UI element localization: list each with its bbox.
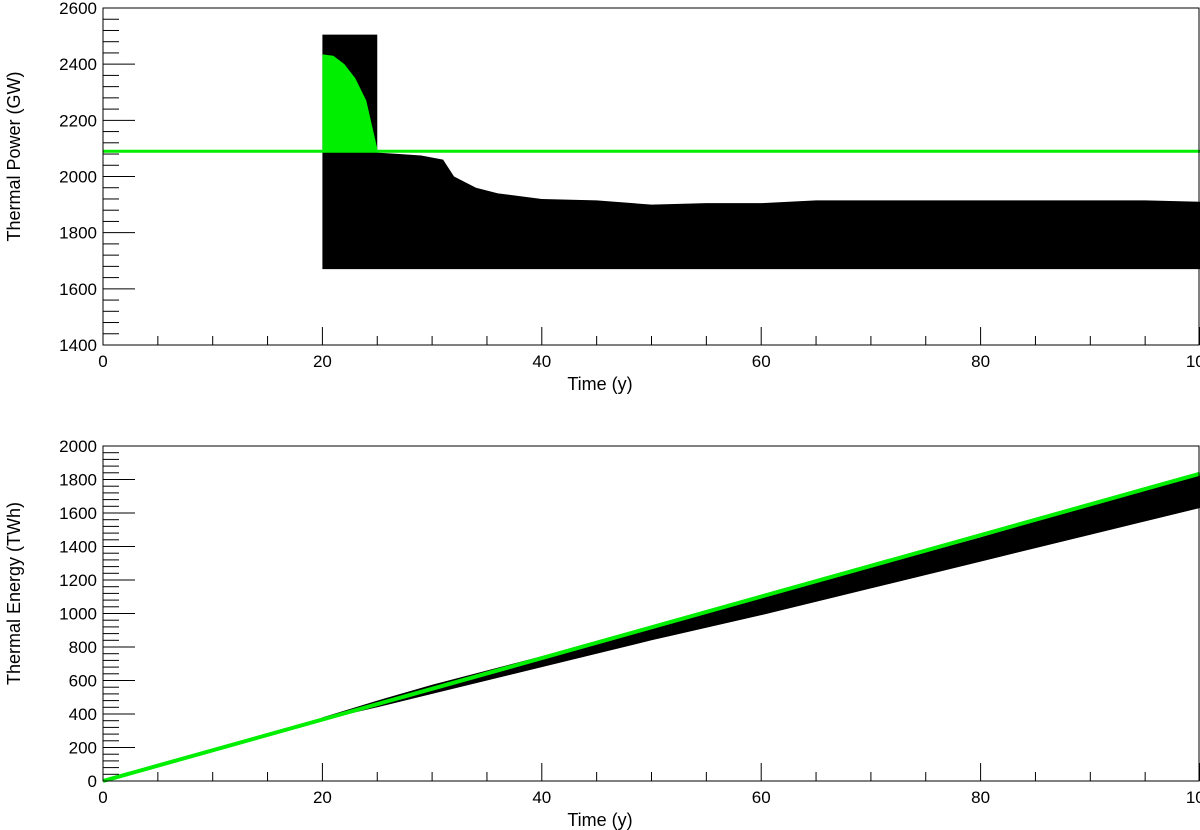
y-axis-title: Thermal Energy (TWh): [4, 502, 24, 685]
x-tick-label: 80: [971, 788, 990, 807]
x-tick-label: 20: [313, 352, 332, 371]
y-tick-label: 0: [88, 772, 97, 791]
y-tick-label: 2200: [59, 111, 97, 130]
y-tick-label: 1400: [59, 538, 97, 557]
thermal-power-chart: 0 20 40 60 80 100 1400 1600 1800 2000 2200 2400 2600…: [4, 0, 1200, 394]
x-tick-label: 60: [752, 788, 771, 807]
y-axis-title: Thermal Power (GW): [4, 71, 24, 241]
x-tick-label: 100: [1186, 788, 1200, 807]
x-tick-label: 0: [98, 788, 107, 807]
y-tick-label: 2600: [59, 0, 97, 18]
y-tick-label: 200: [69, 739, 97, 758]
thermal-energy-chart: 0204060801000200400600800100012001400160…: [4, 437, 1200, 830]
x-tick-label: 40: [532, 788, 551, 807]
y-tick-label: 1800: [59, 471, 97, 490]
y-tick-label: 1800: [59, 224, 97, 243]
x-tick-label: 80: [971, 352, 990, 371]
spread-band: [322, 34, 1200, 270]
plot-frame: [102, 7, 1200, 346]
y-tick-label: 1600: [59, 280, 97, 299]
y-tick-label: 1400: [59, 336, 97, 355]
x-tick-label: 100: [1186, 352, 1200, 371]
y-tick-label: 400: [69, 705, 97, 724]
y-tick-label: 2000: [59, 437, 97, 456]
reference-line: [102, 471, 1200, 783]
plot-frame: [102, 445, 1200, 782]
y-tick-label: 1600: [59, 504, 97, 523]
y-tick-label: 1000: [59, 605, 97, 624]
x-tick-label: 0: [98, 352, 107, 371]
y-tick-label: 600: [69, 672, 97, 691]
y-tick-label: 2000: [59, 168, 97, 187]
y-tick-label: 1200: [59, 571, 97, 590]
x-tick-label: 20: [313, 788, 332, 807]
x-tick-label: 40: [532, 352, 551, 371]
x-axis-title: Time (y): [567, 374, 632, 394]
y-tick-label: 800: [69, 638, 97, 657]
x-axis-title: Time (y): [567, 810, 632, 830]
y-tick-label: 2400: [59, 55, 97, 74]
highlight-region: [322, 54, 378, 152]
x-tick-label: 60: [752, 352, 771, 371]
